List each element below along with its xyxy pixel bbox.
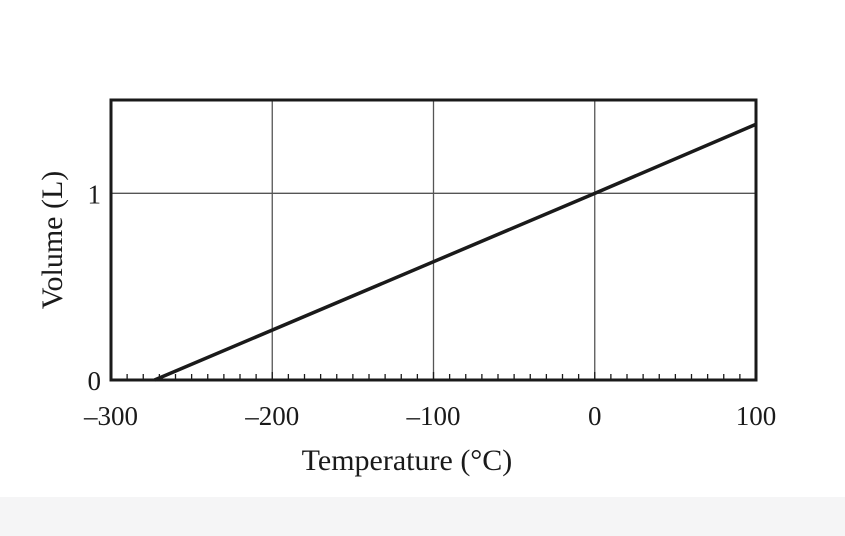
x-tick-label-1: –200 bbox=[244, 401, 299, 431]
x-tick-label-0: –300 bbox=[83, 401, 138, 431]
x-tick-labels: –300 –200 –100 0 100 bbox=[83, 401, 776, 431]
plot-frame bbox=[109, 98, 758, 382]
volume-temperature-chart: –300 –200 –100 0 100 01 Temperature (°C) Vol… bbox=[36, 98, 776, 477]
grid-lines bbox=[111, 100, 756, 380]
series-layer bbox=[153, 122, 757, 382]
y-tick-labels: 01 bbox=[88, 179, 102, 396]
x-tick-label-4: 100 bbox=[736, 401, 777, 431]
y-axis-label: Volume (L) bbox=[36, 171, 69, 310]
x-tick-label-2: –100 bbox=[406, 401, 461, 431]
bottom-band bbox=[0, 497, 845, 536]
x-tick-label-3: 0 bbox=[588, 401, 602, 431]
x-axis-label: Temperature (°C) bbox=[302, 444, 513, 477]
y-tick-label-1: 1 bbox=[88, 179, 102, 209]
series-line-0 bbox=[153, 122, 757, 382]
y-tick-label-0: 0 bbox=[88, 366, 102, 396]
